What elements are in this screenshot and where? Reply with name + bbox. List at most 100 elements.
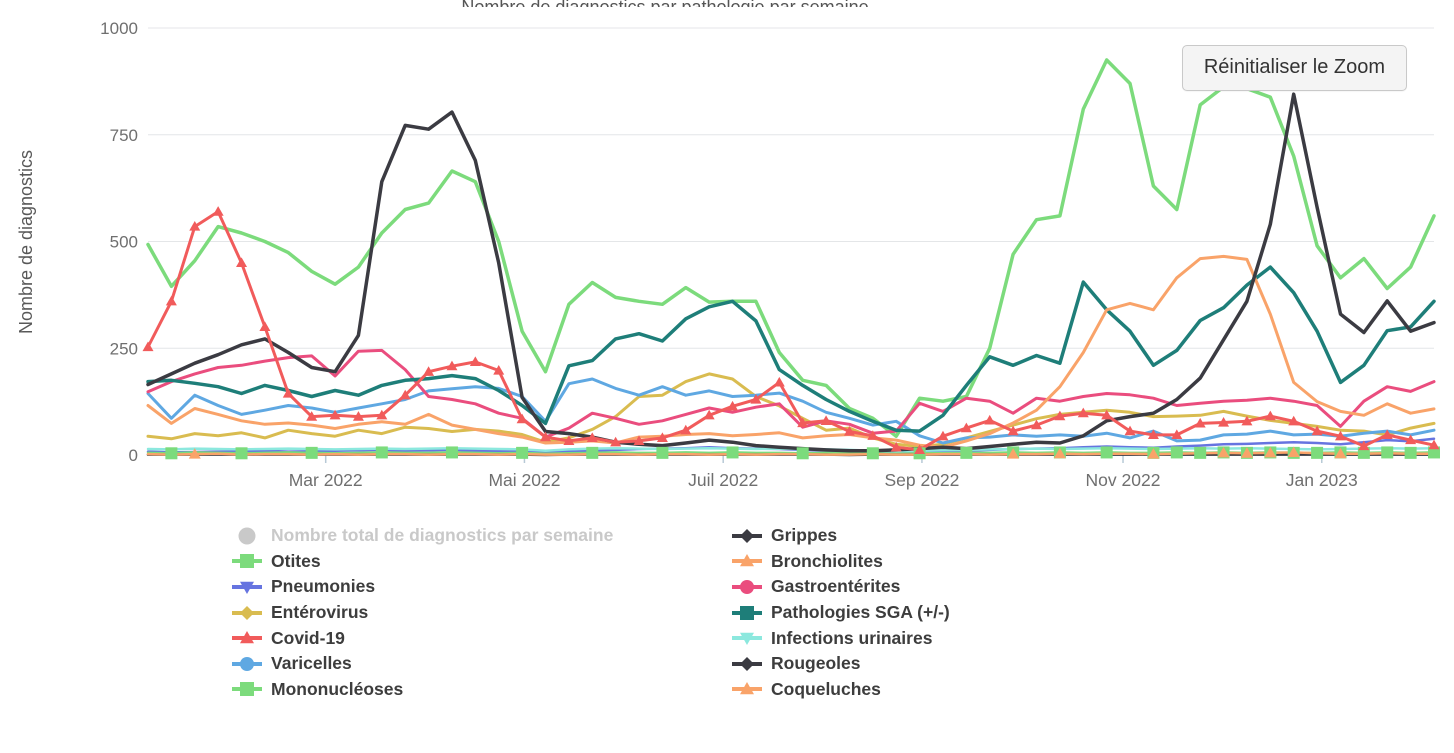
marker-covid-19 — [750, 393, 762, 404]
marker-covid-19 — [1311, 425, 1323, 436]
marker-covid-19 — [727, 400, 739, 411]
marker-covid-19 — [960, 422, 972, 433]
marker-covid-19 — [586, 432, 598, 443]
marker-covid-19 — [376, 409, 388, 420]
x-tick-label: Mar 2022 — [289, 470, 363, 490]
marker-covid-19 — [189, 221, 201, 231]
marker-covid-19 — [165, 295, 177, 306]
marker-covid-19 — [423, 366, 435, 376]
marker-covid-19 — [610, 436, 622, 447]
marker-covid-19 — [1147, 429, 1159, 440]
legend-item-grippes[interactable]: Grippes — [730, 523, 950, 549]
y-tick-label: 750 — [110, 126, 138, 145]
marker-covid-19 — [212, 206, 224, 216]
legend-item-otites[interactable]: Otites — [230, 549, 730, 575]
marker-mononucleoses — [445, 446, 458, 459]
marker-mononucleoses — [586, 446, 599, 459]
marker-mononucleoses — [516, 446, 529, 459]
legend-item-pathologies-sga[interactable]: Pathologies SGA (+/-) — [730, 600, 950, 626]
chart-legend: Nombre total de diagnostics par semaine O… — [230, 523, 950, 702]
marker-covid-19 — [259, 321, 271, 332]
marker-coqueluches — [1053, 447, 1066, 459]
marker-mononucleoses — [1100, 446, 1113, 459]
line-otites — [146, 58, 1436, 438]
x-tick-label: Juil 2022 — [688, 470, 758, 490]
legend-marker — [232, 682, 262, 697]
legend-item-coqueluches[interactable]: Coqueluches — [730, 677, 950, 703]
marker-covid-19 — [1334, 430, 1346, 441]
legend-symbol-square — [240, 554, 254, 569]
marker-mononucleoses — [1428, 446, 1440, 459]
reset-zoom-button[interactable]: Réinitialiser le Zoom — [1181, 45, 1407, 91]
legend-marker — [232, 581, 262, 594]
legend-item-varicelles[interactable]: Varicelles — [230, 651, 730, 677]
legend-marker — [732, 579, 762, 594]
legend-symbol-triangle — [740, 554, 754, 567]
marker-covid-19 — [1405, 434, 1417, 445]
marker-coqueluches — [1147, 448, 1160, 459]
legend-marker — [232, 605, 262, 620]
legend-marker — [732, 656, 762, 671]
legend-label-covid-19: Covid-19 — [271, 627, 345, 648]
marker-covid-19 — [1101, 409, 1113, 420]
marker-covid-19 — [306, 411, 318, 421]
marker-coqueluches — [1264, 446, 1277, 458]
marker-covid-19 — [1288, 415, 1300, 426]
markers-coqueluches — [188, 446, 1347, 459]
legend-item-bronchiolites[interactable]: Bronchiolites — [730, 549, 950, 575]
line-gastroenterites — [146, 348, 1436, 439]
marker-covid-19 — [563, 435, 575, 446]
marker-covid-19 — [1381, 429, 1393, 440]
line-varicelles — [146, 377, 1436, 445]
line-chart-plot[interactable]: 0 250 500 750 1000 Nombre de diagnostics Mar 2… — [0, 0, 1454, 515]
marker-covid-19 — [890, 441, 902, 452]
marker-mononucleoses — [1381, 446, 1394, 459]
legend-marker — [732, 605, 762, 620]
legend-item-total[interactable]: Nombre total de diagnostics par semaine — [230, 523, 730, 549]
legend-item-covid-19[interactable]: Covid-19 — [230, 625, 730, 651]
marker-covid-19 — [656, 432, 668, 443]
y-tick-label: 250 — [110, 339, 138, 358]
legend-symbol-triangle — [240, 631, 254, 644]
legend-item-pneumonies[interactable]: Pneumonies — [230, 574, 730, 600]
legend-symbol-square — [240, 682, 254, 697]
legend-symbol-diamond — [740, 656, 754, 671]
marker-covid-19 — [142, 341, 154, 352]
marker-covid-19 — [282, 388, 294, 398]
marker-mononucleoses — [1404, 446, 1417, 459]
legend-label-coqueluches: Coqueluches — [771, 678, 881, 699]
marker-mononucleoses — [726, 446, 739, 459]
legend-marker — [732, 632, 762, 646]
legend-item-enterovirus[interactable]: Entérovirus — [230, 600, 730, 626]
legend-symbol-triangle — [740, 682, 754, 695]
marker-covid-19 — [516, 413, 528, 424]
marker-coqueluches — [1007, 448, 1020, 459]
legend-symbol-triangle-down — [240, 581, 254, 594]
marker-covid-19 — [1218, 417, 1230, 427]
marker-covid-19 — [703, 409, 715, 420]
marker-covid-19 — [1264, 410, 1276, 421]
y-tick-label: 1000 — [100, 19, 138, 38]
chart-svg: 0 250 500 750 1000 Nombre de diagnostics Mar 2… — [16, 19, 1440, 490]
legend-label-infections-urinaires: Infections urinaires — [771, 627, 933, 648]
marker-covid-19 — [1124, 425, 1136, 436]
legend-item-gastroenterites[interactable]: Gastroentérites — [730, 574, 950, 600]
y-axis-title: Nombre de diagnostics — [16, 150, 36, 334]
legend-symbol-diamond — [740, 528, 754, 543]
marker-covid-19 — [1358, 440, 1370, 451]
marker-coqueluches — [1287, 446, 1300, 457]
legend-marker — [238, 527, 256, 545]
legend-label-pneumonies: Pneumonies — [271, 576, 376, 597]
marker-mononucleoses — [235, 447, 248, 460]
legend-item-infections-urinaires[interactable]: Infections urinaires — [730, 625, 950, 651]
legend-marker — [732, 682, 762, 695]
legend-label-rougeoles: Rougeoles — [771, 653, 861, 674]
line-bronchiolites — [146, 254, 1436, 449]
x-tick-label: Mai 2022 — [488, 470, 560, 490]
marker-covid-19 — [1428, 439, 1440, 450]
legend-item-mononucleoses[interactable]: Mononucléoses — [230, 677, 730, 703]
legend-symbol-circle — [240, 656, 254, 671]
legend-item-rougeoles[interactable]: Rougeoles — [730, 651, 950, 677]
legend-label-bronchiolites: Bronchiolites — [771, 550, 883, 571]
